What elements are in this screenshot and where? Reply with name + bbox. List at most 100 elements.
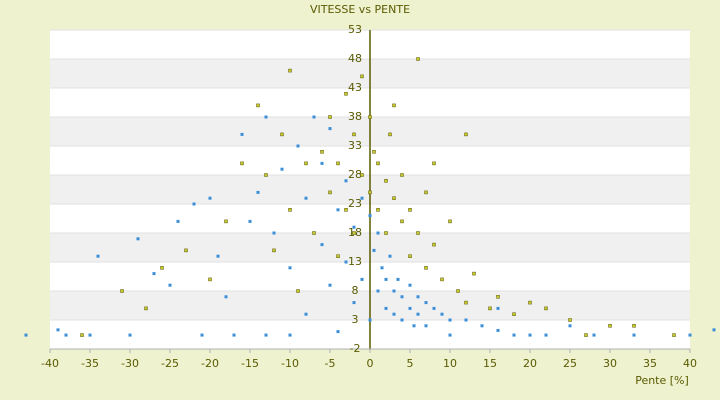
series: [80, 57, 676, 337]
point: [568, 324, 572, 328]
point: [388, 254, 392, 258]
point: [440, 277, 444, 282]
point: [128, 333, 132, 337]
point: [488, 306, 492, 311]
point: [240, 161, 244, 166]
y-tick-label: 33: [348, 139, 362, 152]
x-tick-label: -35: [81, 357, 99, 370]
point: [448, 318, 452, 322]
point: [216, 254, 220, 258]
point: [176, 219, 180, 223]
point: [408, 283, 412, 287]
point: [208, 196, 212, 200]
y-tick-label: 38: [348, 110, 362, 123]
point: [440, 312, 444, 316]
point: [224, 295, 228, 299]
point: [296, 289, 300, 293]
point: [448, 333, 452, 337]
point: [80, 333, 84, 337]
point: [672, 333, 676, 337]
point: [396, 277, 400, 281]
x-tick-label: -40: [41, 357, 59, 370]
point: [424, 190, 428, 195]
point: [360, 74, 364, 79]
x-tick-label: -15: [241, 357, 259, 370]
x-tick-label: 5: [407, 357, 414, 370]
point: [88, 333, 92, 337]
y-tick-label: -2: [350, 342, 361, 355]
point: [448, 219, 452, 224]
x-tick-label: 35: [643, 357, 657, 370]
y-tick-label: 53: [348, 23, 362, 36]
point: [288, 266, 292, 270]
point: [384, 231, 388, 235]
point: [424, 324, 428, 328]
point: [464, 318, 468, 322]
point: [496, 328, 500, 332]
point: [376, 289, 380, 293]
point: [568, 318, 572, 322]
chart-title: VITESSE vs PENTE: [310, 3, 410, 16]
point: [304, 161, 308, 166]
point: [480, 324, 484, 328]
point: [528, 300, 532, 305]
point: [288, 208, 292, 212]
point: [264, 115, 268, 119]
point: [320, 243, 324, 247]
point: [352, 225, 356, 229]
point: [152, 272, 156, 276]
point: [632, 333, 636, 337]
point: [328, 190, 332, 195]
point: [24, 333, 28, 337]
x-tick-label: -10: [281, 357, 299, 370]
point: [328, 283, 332, 287]
point: [224, 219, 228, 224]
point: [256, 190, 260, 194]
point: [408, 208, 412, 212]
y-tick-label: 48: [348, 52, 362, 65]
x-tick-label: 0: [367, 357, 374, 370]
x-tick-label: 25: [563, 357, 577, 370]
point: [392, 312, 396, 316]
point: [408, 306, 412, 310]
point: [168, 283, 172, 287]
x-tick-label: -25: [161, 357, 179, 370]
x-tick-label: 15: [483, 357, 497, 370]
y-tick-label: 23: [348, 197, 362, 210]
x-tick-label: -20: [201, 357, 219, 370]
point: [96, 254, 100, 258]
point: [712, 328, 716, 332]
point: [384, 179, 388, 183]
point: [416, 312, 420, 316]
point: [56, 328, 60, 332]
x-axis-label: Pente [%]: [635, 374, 689, 387]
point: [272, 248, 276, 253]
point: [388, 132, 392, 137]
series: [24, 115, 716, 337]
point: [392, 196, 396, 200]
point: [528, 333, 532, 337]
point: [400, 173, 404, 177]
point: [304, 312, 308, 316]
point: [416, 57, 420, 61]
point: [416, 295, 420, 299]
point: [320, 150, 324, 154]
point: [384, 277, 388, 281]
y-tick-label: 8: [352, 284, 359, 297]
point: [360, 196, 364, 200]
point: [464, 300, 468, 305]
point: [368, 190, 372, 195]
point: [336, 161, 340, 166]
point: [272, 231, 276, 235]
point: [372, 248, 376, 252]
point: [544, 333, 548, 337]
y-tick-label: 28: [348, 168, 362, 181]
point: [584, 333, 588, 337]
point: [688, 333, 692, 337]
point: [496, 295, 500, 299]
point: [304, 196, 308, 200]
point: [336, 208, 340, 212]
point: [352, 231, 356, 235]
point: [408, 254, 412, 258]
